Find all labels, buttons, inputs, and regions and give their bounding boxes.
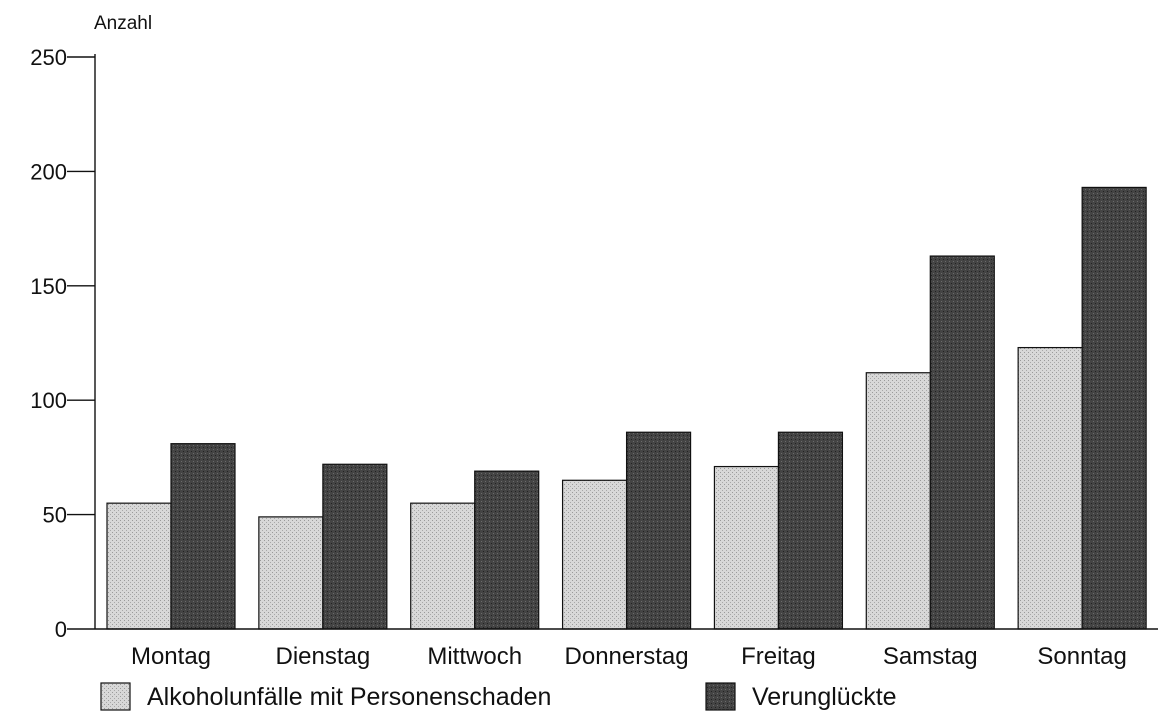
legend: Alkoholunfälle mit Personenschaden Verun… bbox=[100, 682, 897, 711]
x-tick-label: Samstag bbox=[883, 643, 978, 670]
legend-swatch-verunglueckte bbox=[705, 682, 736, 711]
legend-item-alkoholunfaelle: Alkoholunfälle mit Personenschaden bbox=[100, 682, 551, 711]
x-tick-label: Donnerstag bbox=[565, 643, 689, 670]
bar-verunglueckte-dienstag bbox=[322, 463, 388, 630]
bar-alkoholunfaelle-dienstag bbox=[258, 516, 324, 630]
bars-group bbox=[106, 186, 1147, 630]
x-tick-label: Sonntag bbox=[1037, 643, 1126, 670]
legend-swatch-alkoholunfaelle bbox=[100, 682, 131, 711]
y-tick-label: 100 bbox=[30, 388, 67, 413]
bar-alkoholunfaelle-samstag bbox=[865, 372, 931, 630]
x-tick-label: Freitag bbox=[741, 643, 816, 670]
y-tick-label: 50 bbox=[43, 503, 67, 528]
y-tick-label: 200 bbox=[30, 159, 67, 184]
y-tick-label: 0 bbox=[55, 617, 67, 642]
x-tick-label: Montag bbox=[131, 643, 211, 670]
bar-alkoholunfaelle-mittwoch bbox=[410, 502, 476, 630]
x-tick-label: Dienstag bbox=[275, 643, 370, 670]
bar-verunglueckte-samstag bbox=[929, 255, 995, 630]
y-axis: 0 50 100 150 200 250 bbox=[30, 45, 96, 642]
bar-verunglueckte-donnerstag bbox=[625, 431, 692, 630]
legend-item-verunglueckte: Verunglückte bbox=[705, 682, 897, 711]
bar-alkoholunfaelle-montag bbox=[106, 502, 172, 630]
legend-label-verunglueckte: Verunglückte bbox=[752, 683, 897, 711]
y-tick-label: 150 bbox=[30, 274, 67, 299]
bar-verunglueckte-montag bbox=[170, 443, 236, 630]
y-tick-label: 250 bbox=[30, 45, 67, 70]
bar-verunglueckte-mittwoch bbox=[474, 470, 540, 630]
bar-alkoholunfaelle-freitag bbox=[713, 465, 780, 630]
x-axis: Montag Dienstag Mittwoch Donnerstag Freitag S… bbox=[95, 628, 1158, 670]
bar-verunglueckte-freitag bbox=[777, 431, 844, 630]
bar-alkoholunfaelle-sonntag bbox=[1017, 346, 1083, 630]
legend-label-alkoholunfaelle: Alkoholunfälle mit Personenschaden bbox=[147, 683, 551, 711]
x-tick-label: Mittwoch bbox=[427, 643, 522, 670]
bar-alkoholunfaelle-donnerstag bbox=[561, 479, 628, 630]
y-axis-label: Anzahl bbox=[94, 13, 152, 34]
bar-verunglueckte-sonntag bbox=[1081, 186, 1147, 630]
